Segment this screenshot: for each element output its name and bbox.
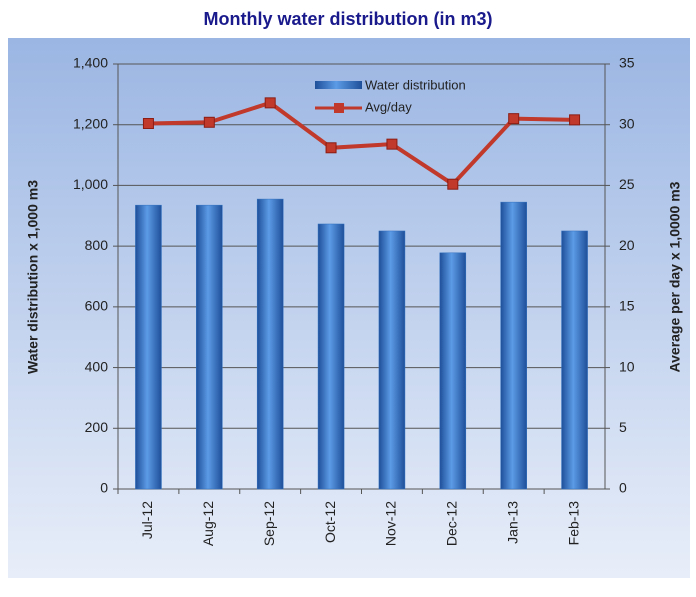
- bar: [378, 230, 406, 490]
- y-axis-label: Water distribution x 1,000 m3: [25, 180, 41, 374]
- x-tick-label: Oct-12: [322, 501, 338, 543]
- y2-tick-label: 10: [619, 358, 635, 374]
- y2-tick-label: 25: [619, 176, 635, 192]
- y2-tick-label: 0: [619, 480, 627, 496]
- bar: [196, 204, 223, 490]
- y-tick-label: 1,200: [73, 115, 108, 131]
- marker: [569, 114, 581, 126]
- y-tick-label: 1,000: [73, 176, 108, 192]
- y2-tick-label: 20: [619, 237, 635, 253]
- y-tick-label: 200: [85, 419, 109, 435]
- chart-title: Monthly water distribution (in m3): [204, 9, 493, 29]
- y2-tick-label: 35: [619, 55, 635, 71]
- y-tick-label: 400: [85, 358, 109, 374]
- legend-label: Avg/day: [365, 99, 412, 114]
- y-tick-label: 1,400: [73, 55, 108, 71]
- y-tick-label: 0: [100, 480, 108, 496]
- x-tick-label: Feb-13: [565, 501, 581, 546]
- marker: [264, 97, 276, 109]
- bar: [256, 198, 284, 490]
- y2-tick-label: 5: [619, 419, 627, 435]
- x-tick-label: Aug-12: [200, 501, 216, 546]
- x-tick-label: Sep-12: [261, 501, 277, 546]
- marker: [447, 178, 459, 190]
- bar: [135, 204, 162, 490]
- bar: [561, 230, 588, 490]
- bar: [439, 252, 467, 490]
- legend-label: Water distribution: [365, 77, 466, 92]
- y2-axis-label: Average per day x 1,0000 m3: [667, 181, 683, 372]
- y2-tick-label: 30: [619, 115, 635, 131]
- legend-swatch: [315, 81, 362, 89]
- bar: [317, 223, 345, 490]
- line: [148, 100, 575, 187]
- marker: [142, 118, 154, 129]
- x-tick-label: Jul-12: [139, 501, 155, 539]
- x-tick-label: Nov-12: [383, 501, 399, 546]
- marker: [386, 138, 398, 150]
- y-tick-label: 600: [85, 298, 109, 314]
- x-tick-label: Jan-13: [504, 501, 520, 544]
- y-tick-label: 800: [85, 237, 109, 253]
- bar: [500, 201, 527, 490]
- y2-tick-label: 15: [619, 298, 635, 314]
- marker: [325, 142, 337, 154]
- marker: [508, 113, 520, 125]
- marker: [203, 116, 215, 128]
- legend-marker: [334, 103, 344, 113]
- x-tick-label: Dec-12: [444, 501, 460, 546]
